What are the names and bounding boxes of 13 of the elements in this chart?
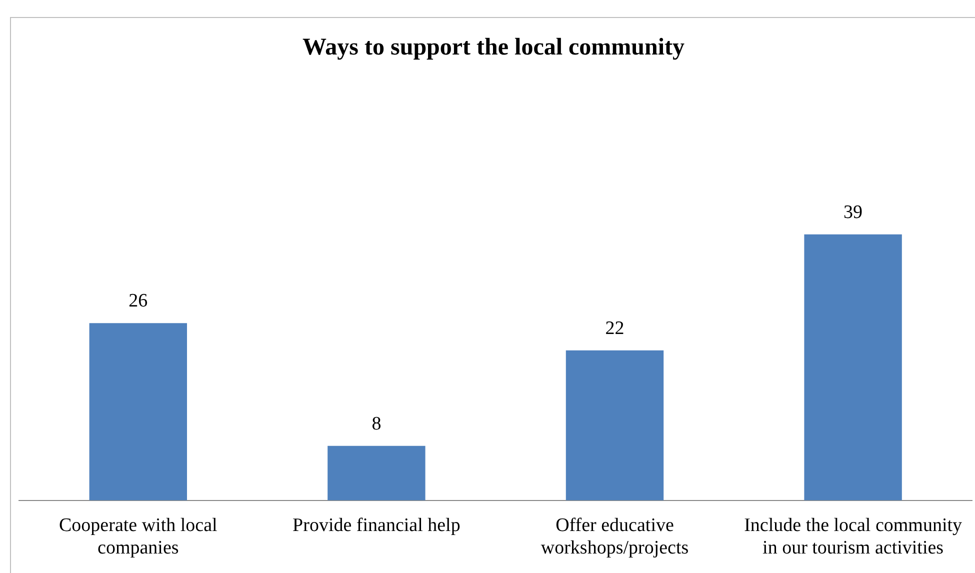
data-label: 22 [605,318,624,339]
chart-title: Ways to support the local community [302,34,685,61]
data-label: 8 [372,413,382,434]
x-tick-label: Provide financial help [292,514,460,536]
bar [804,234,902,500]
data-label: 26 [128,290,148,312]
bar [566,350,664,500]
x-tick-label: Cooperate with local companies [59,514,218,559]
data-label: 39 [844,202,863,223]
x-tick-label: Include the local community in our tourism activities [744,514,962,559]
bar [89,323,187,500]
bar [328,446,426,500]
x-tick-label: Offer educative workshops/projects [540,514,689,559]
